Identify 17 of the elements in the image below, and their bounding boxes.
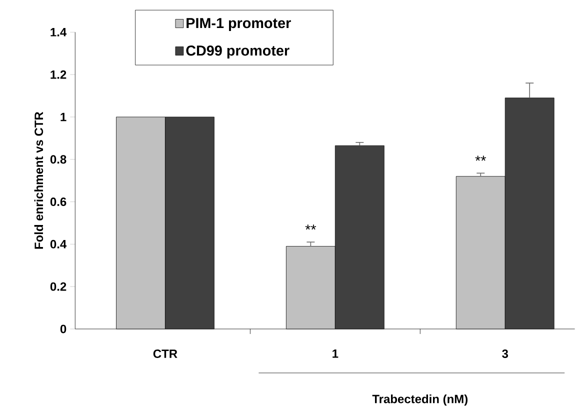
y-tick-label: 0.6 (50, 197, 66, 206)
y-axis-title: Fold enrichment vs CTR (34, 112, 44, 249)
y-tick-label: 0.4 (50, 240, 67, 248)
y-tick-label: 1.4 (50, 28, 67, 36)
y-tick-label: 1.2 (50, 70, 66, 79)
annotation: ** (305, 224, 316, 230)
x-tick-label: CTR (153, 349, 178, 358)
x-tick-label: 1 (332, 349, 338, 358)
y-tick-label: 0.2 (50, 282, 66, 291)
annotation: ** (475, 156, 486, 161)
y-tick-label: 0.8 (50, 155, 66, 164)
x-axis-title: Trabectedin (nM) (372, 394, 468, 406)
y-tick-label: 0 (60, 324, 66, 334)
x-tick-label: 3 (502, 349, 508, 358)
legend-label: PIM-1 promoter (186, 18, 291, 31)
y-tick-label: 1 (60, 112, 66, 122)
legend-label: CD99 promoter (186, 45, 290, 58)
